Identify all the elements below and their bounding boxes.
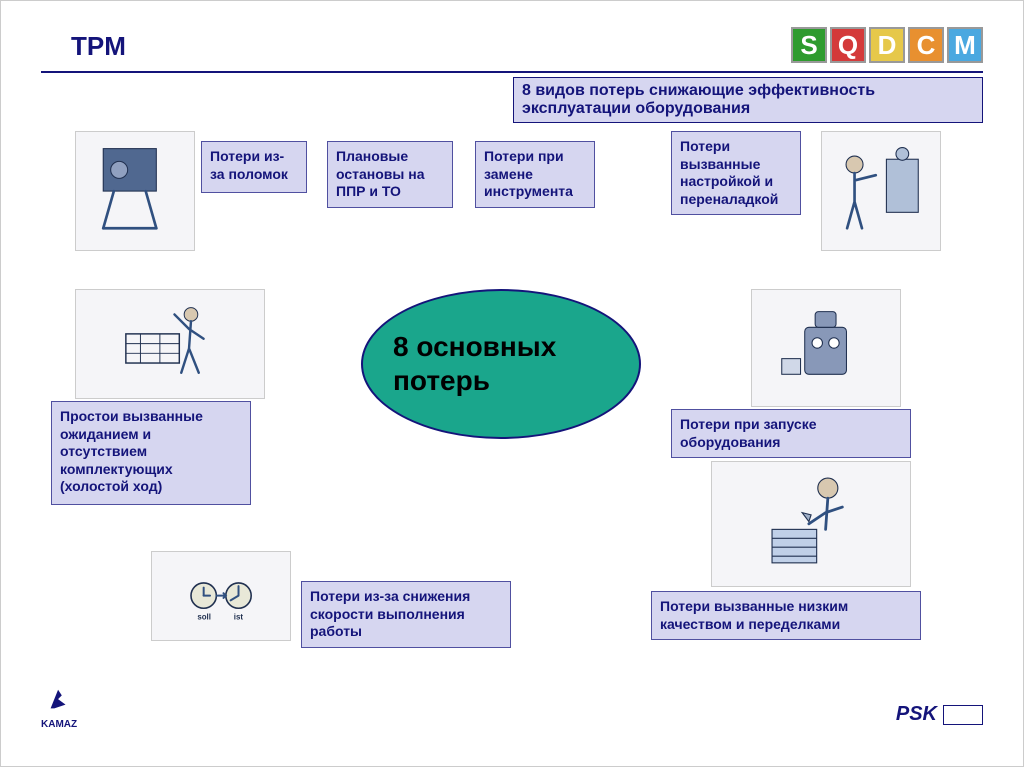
illustration-breakdown-img [75, 131, 195, 251]
psk-box [943, 705, 983, 725]
loss-box-planned: Плановые остановы на ППР и ТО [327, 141, 453, 208]
illustration-startup-img [751, 289, 901, 407]
slide-inner: TPM SQDCM 8 видов потерь снижающие эффек… [31, 21, 993, 736]
sqdcm-q: Q [830, 27, 866, 63]
loss-box-speed: Потери из-за снижения скорости выполнени… [301, 581, 511, 648]
center-label: 8 основных потерь [393, 330, 609, 397]
sqdcm-m: M [947, 27, 983, 63]
illustration-quality-img [711, 461, 911, 587]
illustration-setup-img [821, 131, 941, 251]
slide-frame: TPM SQDCM 8 видов потерь снижающие эффек… [0, 0, 1024, 767]
loss-box-setup: Потери вызванные настройкой и переналадк… [671, 131, 801, 215]
illustration-speed-img: soll ist [151, 551, 291, 641]
illustration-idle-img [75, 289, 265, 399]
loss-box-breakdown: Потери из-за поломок [201, 141, 307, 193]
subtitle-box: 8 видов потерь снижающие эффективность э… [513, 77, 983, 123]
loss-box-tool: Потери при замене инструмента [475, 141, 595, 208]
svg-text:soll: soll [197, 613, 211, 622]
sqdcm-d: D [869, 27, 905, 63]
footer-logo: KAMAZ [41, 686, 77, 730]
center-oval: 8 основных потерь [361, 289, 641, 439]
footer-psk: PSK [896, 703, 983, 726]
sqdcm-c: C [908, 27, 944, 63]
footer-brand: KAMAZ [41, 719, 77, 730]
page-title: TPM [71, 31, 126, 62]
header-divider [41, 71, 983, 73]
sqdcm-s: S [791, 27, 827, 63]
kamaz-icon [45, 686, 73, 714]
psk-label: PSK [896, 703, 937, 726]
loss-box-startup: Потери при запуске оборудования [671, 409, 911, 458]
sqdcm-badges: SQDCM [791, 27, 983, 63]
loss-box-quality: Потери вызванные низким качеством и пере… [651, 591, 921, 640]
loss-box-idle: Простои вызванные ожиданием и отсутствие… [51, 401, 251, 505]
svg-text:ist: ist [234, 613, 244, 622]
